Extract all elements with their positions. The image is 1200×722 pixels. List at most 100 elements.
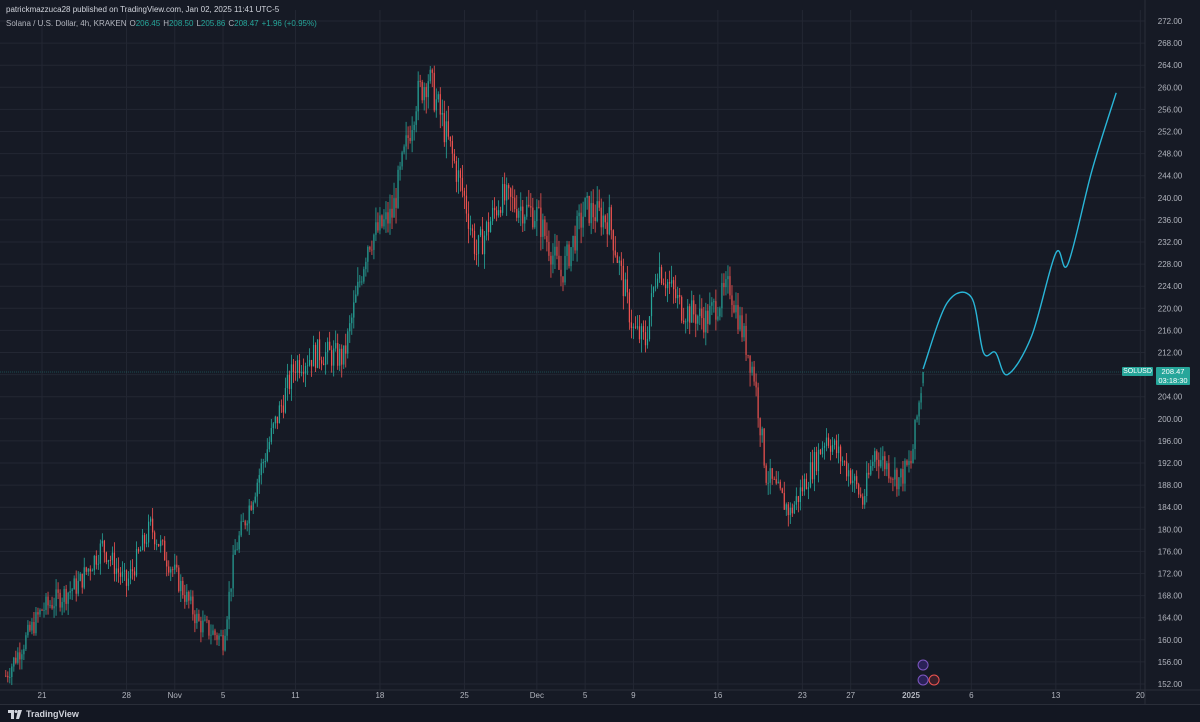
- price-axis-label: 164.00: [1158, 614, 1183, 623]
- candle-body: [479, 229, 482, 236]
- candle-body: [393, 198, 395, 218]
- candle-body: [496, 210, 498, 216]
- candle-body: [713, 301, 715, 303]
- candle-body: [469, 228, 472, 230]
- candle-body: [85, 567, 87, 572]
- candle-body: [87, 568, 89, 572]
- candle-body: [327, 341, 329, 353]
- last-price-value: 208.47: [1161, 367, 1185, 376]
- candle-body: [381, 215, 383, 227]
- candle-body: [910, 460, 912, 464]
- candle-body: [145, 542, 148, 544]
- candle-body: [119, 572, 122, 577]
- candle-body: [467, 213, 470, 229]
- symbol-description[interactable]: Solana / U.S. Dollar, 4h, KRAKEN: [6, 19, 127, 28]
- price-axis-label: 240.00: [1158, 194, 1183, 203]
- candle-body: [218, 635, 220, 640]
- candle-body: [839, 446, 842, 462]
- price-axis-label: 196.00: [1158, 437, 1183, 446]
- candle-body: [234, 549, 236, 555]
- candle-body: [487, 222, 490, 232]
- candle-body: [739, 315, 741, 330]
- candle-body: [314, 344, 317, 368]
- candle-body: [236, 549, 238, 551]
- candle-body: [174, 564, 176, 570]
- candle-body: [669, 282, 671, 284]
- price-axis-label: 200.00: [1158, 415, 1183, 424]
- candle-body: [61, 601, 63, 608]
- candle-body: [473, 230, 476, 254]
- candle-body: [244, 521, 246, 526]
- low-group: L 205.86: [196, 19, 225, 28]
- candle-body: [465, 195, 468, 214]
- candle-body: [403, 146, 405, 153]
- price-axis-label: 152.00: [1158, 680, 1183, 689]
- candle-body: [367, 246, 369, 262]
- candle-body: [679, 295, 681, 297]
- candle-body: [580, 212, 582, 228]
- candle-body: [504, 184, 506, 201]
- time-axis-label: 2025: [902, 691, 920, 700]
- candle-body: [717, 316, 719, 320]
- candle-body: [642, 326, 645, 333]
- candle-body: [697, 316, 699, 324]
- candle-body: [262, 462, 264, 464]
- candle-body: [288, 374, 291, 389]
- candle-body: [451, 141, 453, 154]
- candle-body: [310, 360, 313, 367]
- candle-body: [755, 381, 757, 388]
- candle-body: [47, 596, 49, 606]
- candle-body: [751, 366, 753, 373]
- symbol-price-tag: SOLUSD: [1122, 367, 1153, 376]
- time-axis-label: 18: [375, 691, 384, 700]
- candle-body: [902, 468, 904, 484]
- candle-body: [417, 80, 419, 112]
- candle-body: [522, 206, 524, 224]
- chart-canvas[interactable]: 152.00 156.00 160.00 164.00 168.00 172.00 176.…: [0, 0, 1200, 704]
- price-axis-label: 224.00: [1158, 282, 1183, 291]
- candle-body: [644, 332, 647, 346]
- candle-body: [886, 463, 888, 470]
- price-axis-label: 172.00: [1158, 569, 1183, 578]
- candle-body: [224, 635, 226, 651]
- candle-body: [874, 451, 876, 462]
- candle-body: [435, 99, 437, 111]
- candle-body: [538, 206, 540, 208]
- candle-body: [564, 255, 566, 283]
- candle-body: [198, 613, 200, 621]
- time-axis-label: 23: [798, 691, 807, 700]
- price-axis-label: 232.00: [1158, 238, 1183, 247]
- candle-body: [542, 219, 544, 237]
- candle-body: [737, 305, 739, 330]
- price-axis-label: 184.00: [1158, 503, 1183, 512]
- candle-body: [854, 476, 856, 481]
- candle-body: [721, 282, 723, 309]
- candle-body: [646, 339, 649, 346]
- candle-body: [133, 571, 136, 576]
- candle-body: [37, 612, 39, 615]
- candle-body: [194, 614, 196, 624]
- tradingview-logo[interactable]: TradingView: [8, 709, 79, 719]
- candle-body: [184, 595, 186, 602]
- candle-body: [552, 255, 554, 265]
- candle-body: [481, 229, 484, 255]
- candle-body: [429, 69, 431, 82]
- candle-body: [123, 570, 126, 572]
- candle-body: [809, 462, 812, 488]
- candle-body: [308, 360, 311, 366]
- candle-body: [568, 244, 570, 267]
- candle-body: [600, 207, 602, 228]
- candle-body: [811, 462, 814, 480]
- candle-body: [735, 305, 737, 313]
- candle-body: [715, 301, 717, 320]
- candle-body: [421, 81, 423, 101]
- candle-body: [677, 295, 679, 299]
- candle-body: [689, 306, 691, 323]
- candle-body: [127, 578, 130, 586]
- candle-body: [65, 588, 67, 604]
- candle-body: [747, 354, 749, 356]
- candle-body: [813, 452, 816, 480]
- candle-body: [256, 482, 258, 497]
- price-axis-label: 180.00: [1158, 525, 1183, 534]
